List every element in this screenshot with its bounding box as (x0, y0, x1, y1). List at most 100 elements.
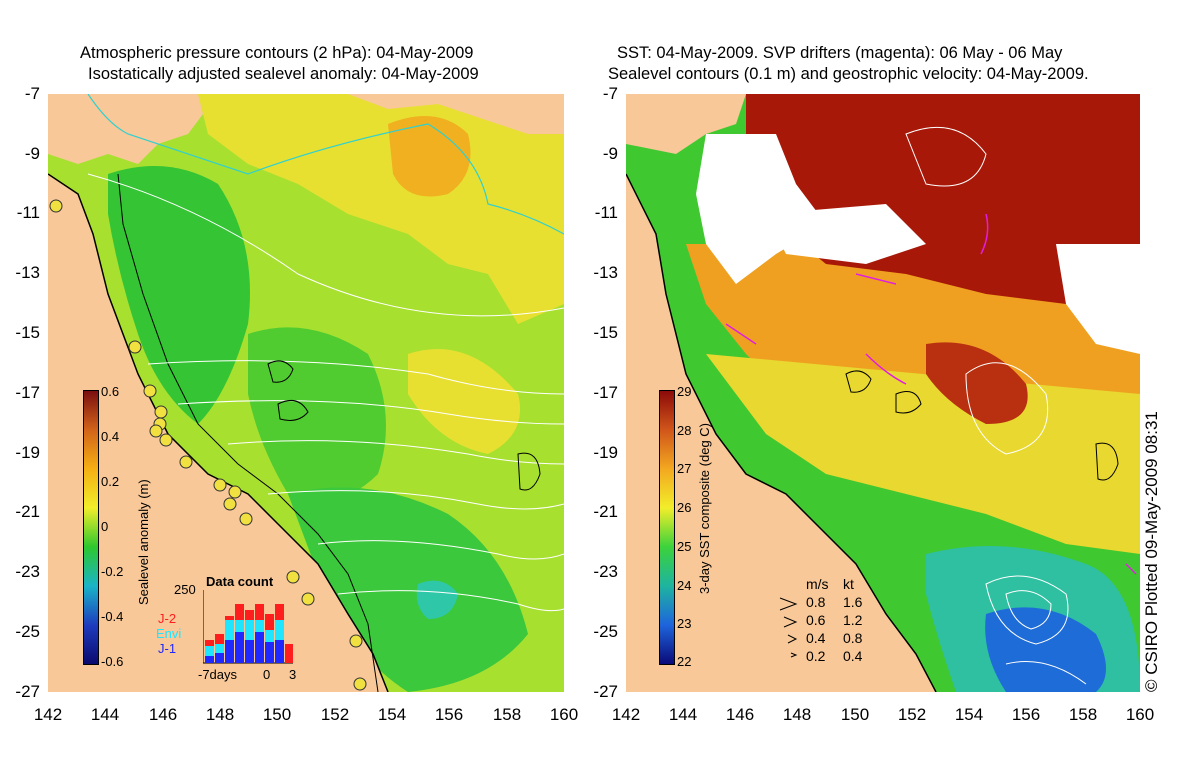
sealevel-map-graphic (48, 94, 564, 692)
sst-yellow-band (706, 354, 1140, 554)
anomaly-yellow-east (408, 349, 520, 454)
velocity-row-ms: 0.4 (806, 630, 826, 646)
right-title-line1: SST: 04-May-2009. SVP drifters (magenta)… (617, 44, 1063, 62)
left-ytick: -7 (24, 84, 40, 103)
left-xtick: 152 (320, 705, 350, 724)
sst-map (626, 94, 1140, 692)
velocity-row-kt: 0.8 (843, 630, 863, 646)
data-count-title: Data count (206, 574, 274, 589)
sealevel-anomaly-map (48, 94, 564, 692)
left-xtick: 144 (90, 705, 120, 724)
cloud-cover-north (766, 204, 926, 264)
left-ytick: -27 (15, 682, 40, 701)
left-cbar-tick: 0 (101, 519, 109, 534)
left-colorbar-label: Sealevel anomaly (m) (136, 479, 151, 605)
right-cbar-tick: 27 (677, 461, 692, 476)
sat-label-j2: J-2 (158, 611, 177, 626)
right-xtick: 158 (1068, 705, 1098, 724)
right-title-line2: Sealevel contours (0.1 m) and geostrophi… (608, 65, 1089, 83)
sat-label-j1: J-1 (158, 641, 177, 656)
right-cbar-tick: 28 (677, 423, 692, 438)
velocity-row-kt: 1.6 (843, 594, 863, 610)
island-outlines (267, 360, 541, 491)
right-ytick: -17 (593, 383, 618, 402)
right-ytick: -7 (602, 84, 618, 103)
anomaly-warm-north (198, 94, 564, 324)
right-xtick: 150 (840, 705, 870, 724)
left-ytick: -19 (15, 443, 40, 462)
right-colorbar-label: 3-day SST composite (deg C) (697, 423, 712, 594)
credit-text: © CSIRO Plotted 09-May-2009 08:31 (1142, 411, 1161, 692)
right-cbar-tick: 24 (677, 578, 692, 593)
right-ytick: -25 (593, 622, 618, 641)
right-xtick: 156 (1011, 705, 1041, 724)
right-ytick: -11 (594, 203, 618, 222)
velocity-arrows (779, 597, 798, 658)
sst-coastline (626, 173, 937, 692)
right-xtick: 142 (611, 705, 641, 724)
left-ytick: -25 (15, 622, 40, 641)
png-east-landmass (348, 94, 564, 134)
velocity-row-ms: 0.2 (806, 648, 826, 664)
right-xtick: 160 (1125, 705, 1155, 724)
left-xtick: 142 (33, 705, 63, 724)
right-xtick: 144 (668, 705, 698, 724)
left-cbar-tick: -0.4 (101, 609, 124, 624)
cloud-cover-west (696, 134, 826, 284)
anomaly-orange-patch (388, 116, 471, 197)
left-colorbar (83, 390, 99, 665)
png-landmass (48, 94, 203, 164)
right-ytick: -9 (602, 144, 618, 163)
sst-island-outlines (845, 370, 1119, 481)
anomaly-green-west (108, 166, 250, 424)
velocity-unit-kt: kt (843, 576, 854, 592)
left-ytick: -21 (15, 502, 40, 521)
right-ytick: -23 (593, 562, 618, 581)
data-count-histogram (203, 590, 293, 664)
right-xtick: 148 (782, 705, 812, 724)
left-ytick: -13 (15, 263, 40, 282)
cloud-cover-northeast (1056, 244, 1140, 354)
tide-gauge-stations (49, 199, 367, 691)
data-count-ymax: 250 (174, 582, 196, 597)
right-ytick: -19 (593, 443, 618, 462)
data-count-xlabel-end: 3 (289, 667, 297, 682)
right-ytick: -13 (593, 263, 618, 282)
left-cbar-tick: 0.6 (101, 384, 120, 399)
right-cbar-tick: 29 (677, 384, 692, 399)
left-cbar-tick: -0.6 (101, 654, 124, 669)
right-colorbar (659, 390, 675, 665)
coastline (48, 173, 389, 692)
sst-cold-core (985, 607, 1106, 692)
right-ytick: -27 (593, 682, 618, 701)
right-cbar-tick: 23 (677, 616, 692, 631)
left-xtick: 160 (549, 705, 579, 724)
anomaly-green-central (248, 327, 386, 501)
right-ytick: -15 (593, 323, 618, 342)
left-cbar-tick: 0.4 (101, 429, 120, 444)
svp-drifter-tracks (725, 213, 1137, 575)
left-title-line2: Isostatically adjusted sealevel anomaly:… (88, 65, 479, 83)
sat-label-envi: Envi (156, 626, 182, 641)
left-xtick: 148 (205, 705, 235, 724)
right-xtick: 154 (954, 705, 984, 724)
right-cbar-tick: 25 (677, 539, 692, 554)
velocity-unit-ms: m/s (806, 576, 829, 592)
sst-australia-landmass (626, 174, 936, 692)
sst-png-landmass (626, 94, 746, 154)
left-ytick: -23 (15, 562, 40, 581)
left-cbar-tick: -0.2 (101, 564, 124, 579)
left-xtick: 146 (148, 705, 178, 724)
right-xtick: 152 (897, 705, 927, 724)
left-ytick: -15 (15, 323, 40, 342)
velocity-row-ms: 0.8 (806, 594, 826, 610)
left-cbar-tick: 0.2 (101, 474, 120, 489)
left-ytick: -11 (16, 203, 40, 222)
left-ytick: -9 (24, 144, 40, 163)
velocity-row-kt: 1.2 (843, 612, 863, 628)
left-xtick: 156 (434, 705, 464, 724)
left-title-line1: Atmospheric pressure contours (2 hPa): 0… (80, 44, 474, 62)
sst-map-graphic (626, 94, 1140, 692)
anomaly-cyan-patch (416, 580, 458, 619)
right-ytick: -21 (593, 502, 618, 521)
